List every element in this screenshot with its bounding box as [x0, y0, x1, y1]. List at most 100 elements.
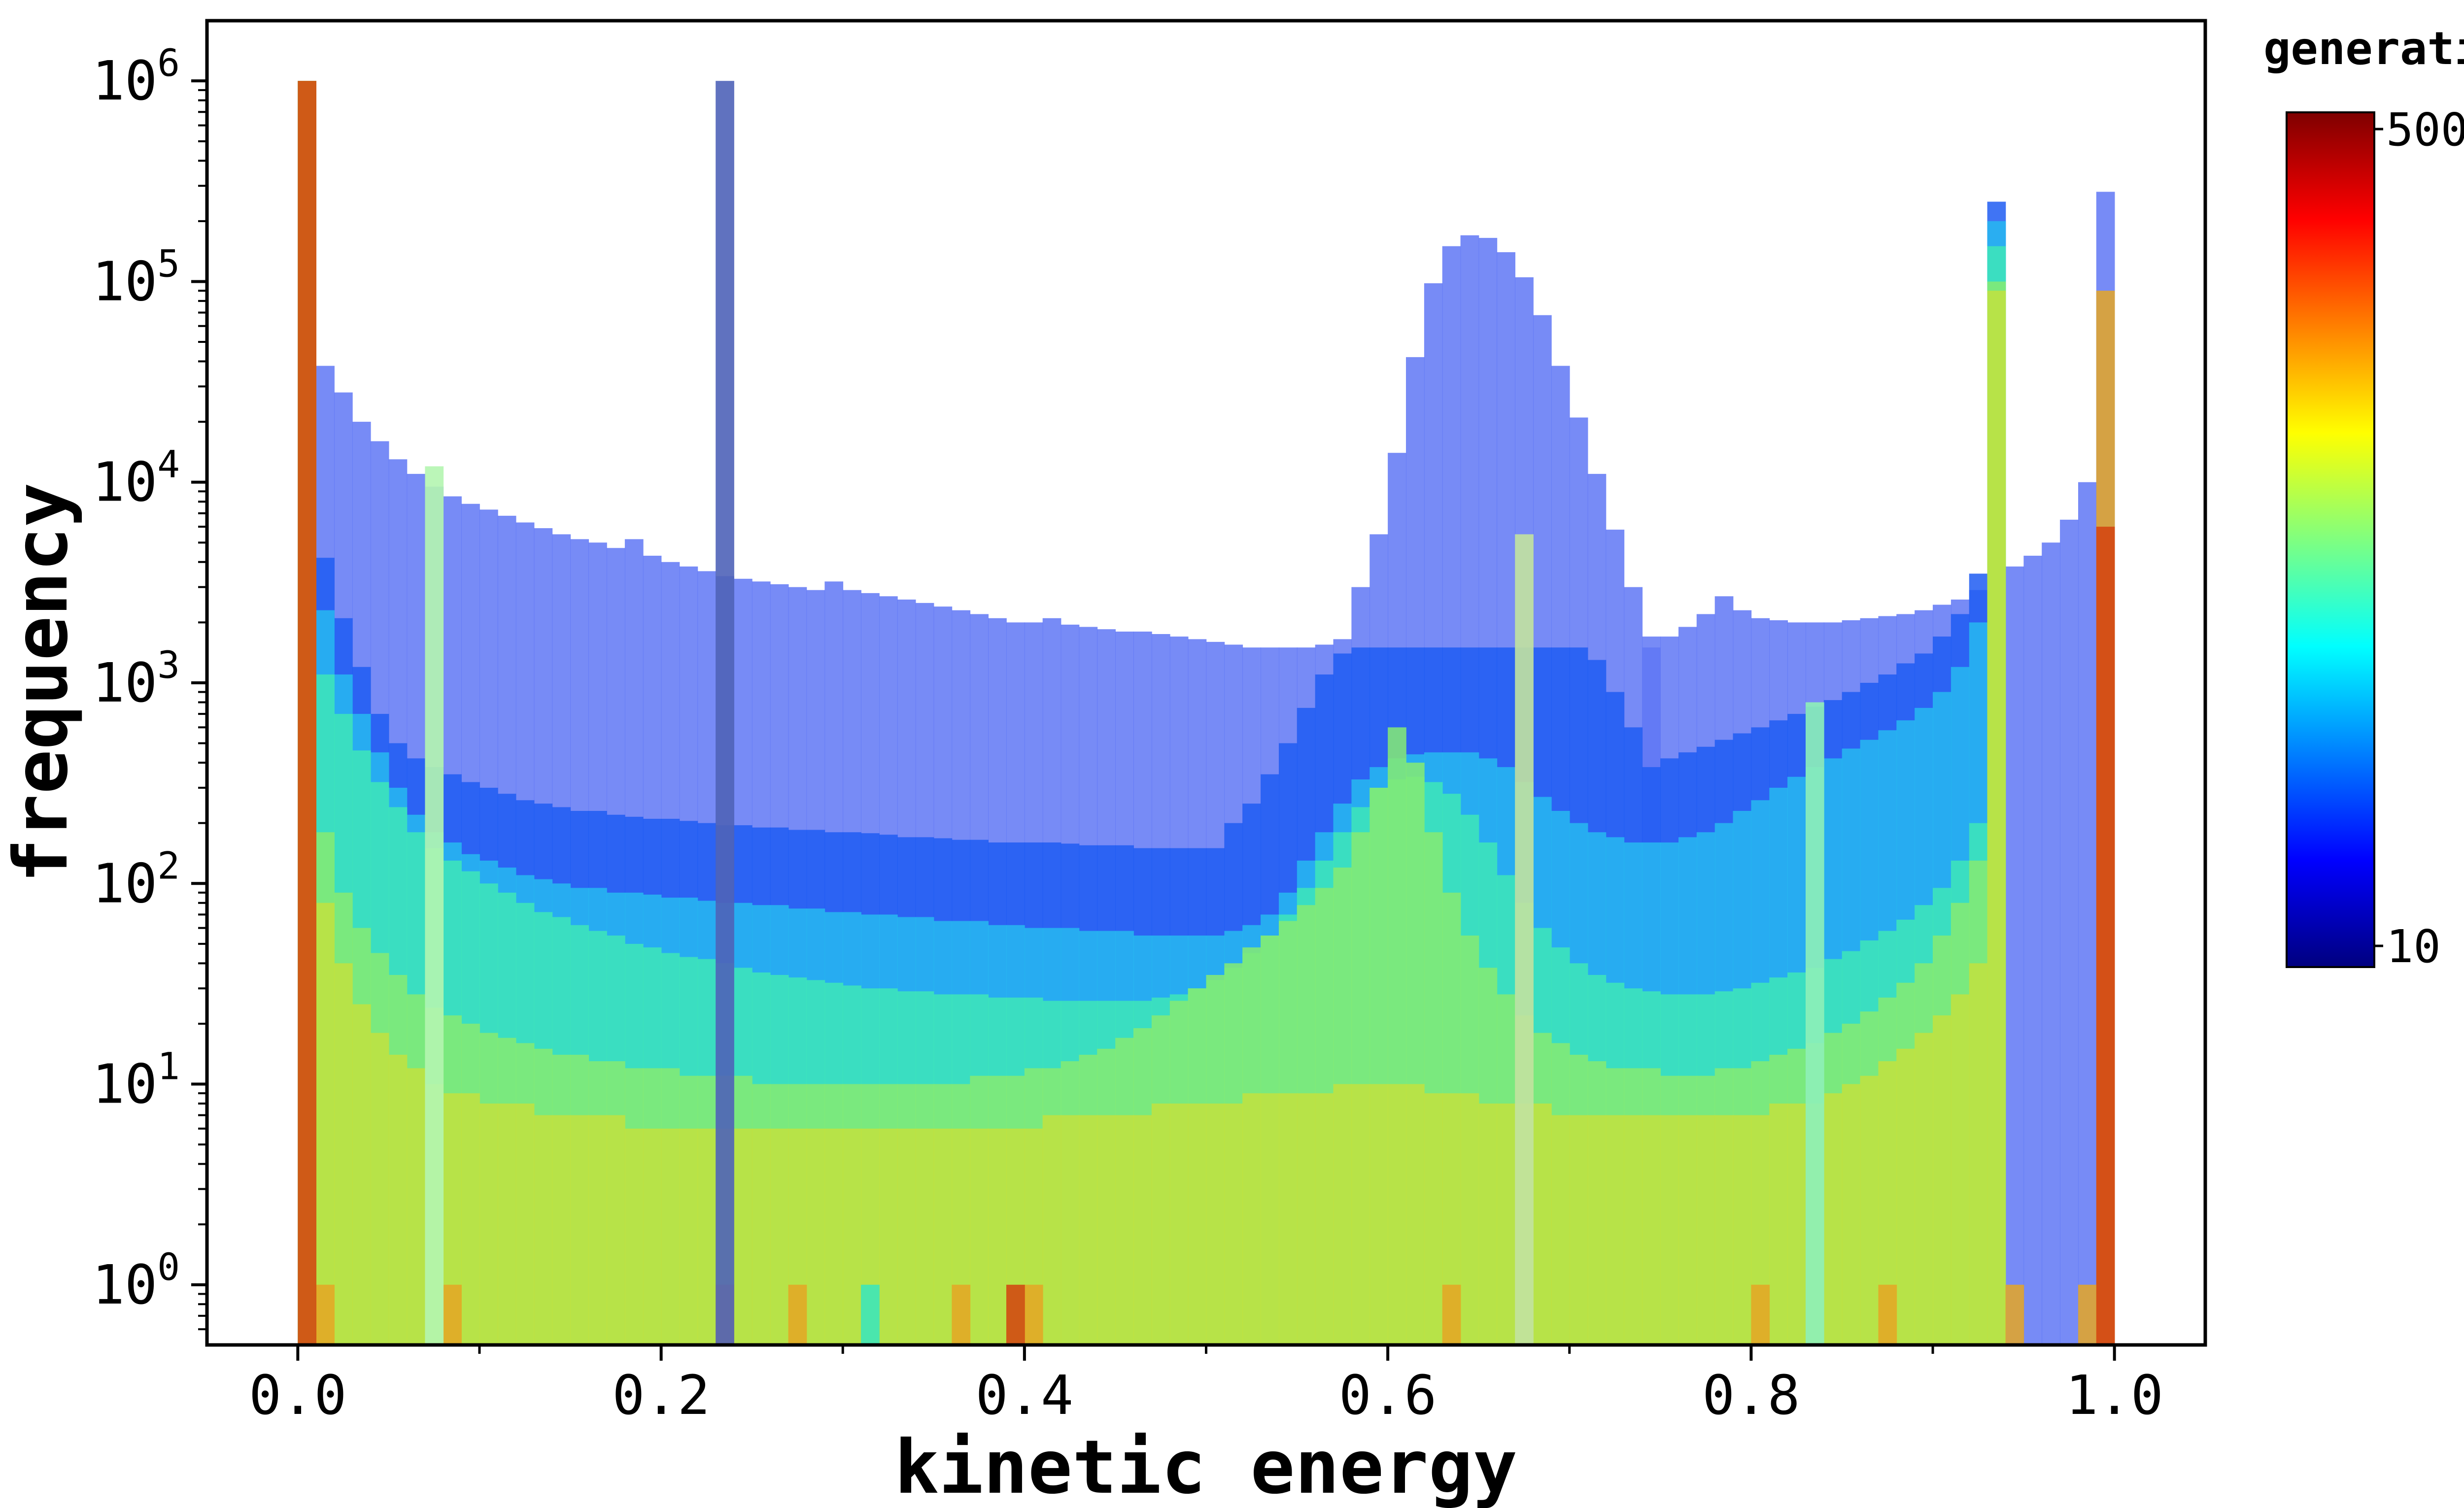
histogram-bar-gen-5 — [1551, 1115, 1570, 1345]
histogram-bar-gen-5 — [806, 1128, 825, 1345]
spike-bar-4 — [861, 1284, 880, 1345]
histogram-bar-gen-5 — [1696, 1115, 1715, 1345]
histogram-bar-gen-5 — [824, 1128, 844, 1345]
histogram-bar-gen-5 — [1951, 994, 1970, 1345]
histogram-bar-gen-5 — [407, 1068, 426, 1345]
histogram-bar-gen-5 — [1497, 1104, 1515, 1345]
histogram-bar-gen-5 — [479, 1104, 498, 1345]
x-tick-label: 0.2 — [612, 1364, 710, 1427]
histogram-bar-gen-5 — [1224, 1104, 1243, 1345]
histogram-bar-gen-5 — [661, 1128, 680, 1345]
histogram-bar-gen-5 — [1823, 1093, 1843, 1345]
histogram-bar-gen-5 — [1460, 1093, 1479, 1345]
histogram-bar-gen-5 — [933, 1128, 953, 1345]
histogram-bar-gen-5 — [1115, 1115, 1134, 1345]
spike-bar-0 — [716, 81, 734, 1345]
histogram-bar-gen-5 — [1624, 1115, 1643, 1345]
histogram-bar-gen-5 — [1242, 1093, 1261, 1345]
histogram-bar-gen-5 — [588, 1115, 607, 1345]
histogram-bar-gen-5 — [316, 903, 335, 1345]
colorbar-max-label: 500 — [2386, 103, 2464, 156]
histogram-bar-gen-5 — [388, 1055, 408, 1345]
histogram-bar-gen-5 — [534, 1115, 553, 1345]
histogram-bar-gen-5 — [897, 1128, 916, 1345]
histogram-bar-gen-5 — [679, 1128, 698, 1345]
x-axis-title: kinetic energy — [894, 1425, 1517, 1508]
histogram-bar-gen-5 — [1569, 1115, 1588, 1345]
histogram-bar-gen-5 — [624, 1128, 644, 1345]
histogram-bar-gen-5 — [1860, 1075, 1879, 1345]
y-tick-label: 101 — [92, 1044, 180, 1116]
histogram-bar-gen-5 — [734, 1128, 753, 1345]
histogram-bar-gen-5 — [334, 963, 353, 1345]
spike-bar-3 — [1806, 702, 1824, 1345]
histogram-bar-gen-5 — [515, 1104, 535, 1345]
histogram-bar-gen-0 — [2060, 519, 2079, 1345]
histogram-bar-gen-6 — [2078, 1284, 2097, 1345]
histogram-bar-gen-5 — [461, 1093, 480, 1345]
histogram-bar-gen-5 — [1169, 1104, 1189, 1345]
histogram-bar-gen-5 — [1042, 1115, 1061, 1345]
histogram-bar-gen-5 — [1533, 1104, 1552, 1345]
x-tick-label: 0.6 — [1339, 1364, 1437, 1427]
colorbar-title: generation — [2263, 22, 2464, 75]
histogram-bar-gen-5 — [915, 1128, 934, 1345]
x-tick-label: 0.8 — [1702, 1364, 1800, 1427]
histogram-bar-gen-5 — [697, 1128, 716, 1345]
histogram-bar-gen-7 — [2096, 527, 2115, 1345]
histogram-bar-gen-5 — [607, 1115, 625, 1345]
histogram-bar-gen-6 — [316, 1284, 335, 1345]
histogram-bar-gen-7 — [1006, 1284, 1025, 1345]
histogram-bar-gen-5 — [1733, 1115, 1752, 1345]
histogram-bar-gen-5 — [1424, 1093, 1443, 1345]
histogram-bar-gen-5 — [1369, 1084, 1388, 1345]
histogram-bar-gen-5 — [1388, 1084, 1406, 1345]
y-tick-label: 100 — [92, 1245, 180, 1316]
histogram-bar-gen-5 — [552, 1115, 571, 1345]
spike-bar-2 — [1515, 534, 1534, 1345]
histogram-bar-gen-6 — [1024, 1284, 1043, 1345]
histogram-bar-gen-5 — [1987, 291, 2006, 1345]
histogram-bar-gen-5 — [1915, 1033, 1933, 1345]
histogram-bar-gen-5 — [1188, 1104, 1207, 1345]
spike-bar-1 — [425, 466, 444, 1345]
histogram-bar-gen-5 — [1351, 1084, 1370, 1345]
histogram-bar-gen-6 — [1878, 1284, 1897, 1345]
histogram-bar-gen-0 — [2042, 542, 2060, 1345]
histogram-bar-gen-5 — [1133, 1115, 1152, 1345]
histogram-bar-gen-7 — [298, 81, 316, 1345]
histogram-bar-gen-5 — [1933, 1015, 1951, 1345]
histogram-bar-gen-5 — [1714, 1115, 1734, 1345]
histogram-bar-gen-5 — [1279, 1093, 1298, 1345]
x-tick-label: 1.0 — [2065, 1364, 2163, 1427]
colorbar: generation 500 10 — [2263, 22, 2464, 973]
x-tick-label: 0.0 — [249, 1364, 347, 1427]
y-tick-label: 103 — [92, 643, 180, 714]
y-tick-label: 104 — [92, 442, 180, 514]
histogram-bar-gen-5 — [643, 1128, 662, 1345]
histogram-bar-gen-5 — [1678, 1115, 1697, 1345]
histogram-bar-gen-6 — [788, 1284, 807, 1345]
histogram-bar-gen-5 — [1315, 1093, 1334, 1345]
histogram-bar-gen-0 — [2005, 566, 2024, 1345]
histogram-bar-gen-5 — [1606, 1115, 1625, 1345]
x-tick-label: 0.4 — [976, 1364, 1074, 1427]
histogram-bar-gen-5 — [1478, 1104, 1498, 1345]
histogram-bar-gen-5 — [570, 1115, 589, 1345]
histogram-bar-gen-5 — [752, 1128, 771, 1345]
histogram-bar-gen-5 — [988, 1128, 1007, 1345]
colorbar-min-label: 10 — [2386, 920, 2441, 973]
histogram-bar-gen-0 — [2023, 556, 2043, 1345]
histogram-bar-gen-5 — [1896, 1048, 1915, 1345]
histogram-bar-gen-5 — [1261, 1093, 1279, 1345]
histogram-bar-gen-5 — [1842, 1084, 1861, 1345]
histogram-bar-gen-5 — [1333, 1084, 1352, 1345]
histogram-bar-gen-5 — [1297, 1093, 1316, 1345]
histogram-bar-gen-6 — [952, 1284, 971, 1345]
y-tick-label: 106 — [92, 41, 180, 112]
histogram-bar-gen-5 — [1587, 1115, 1607, 1345]
histogram-bar-gen-5 — [843, 1128, 861, 1345]
histogram-bar-gen-5 — [1206, 1104, 1225, 1345]
histogram-bar-gen-5 — [1787, 1104, 1806, 1345]
